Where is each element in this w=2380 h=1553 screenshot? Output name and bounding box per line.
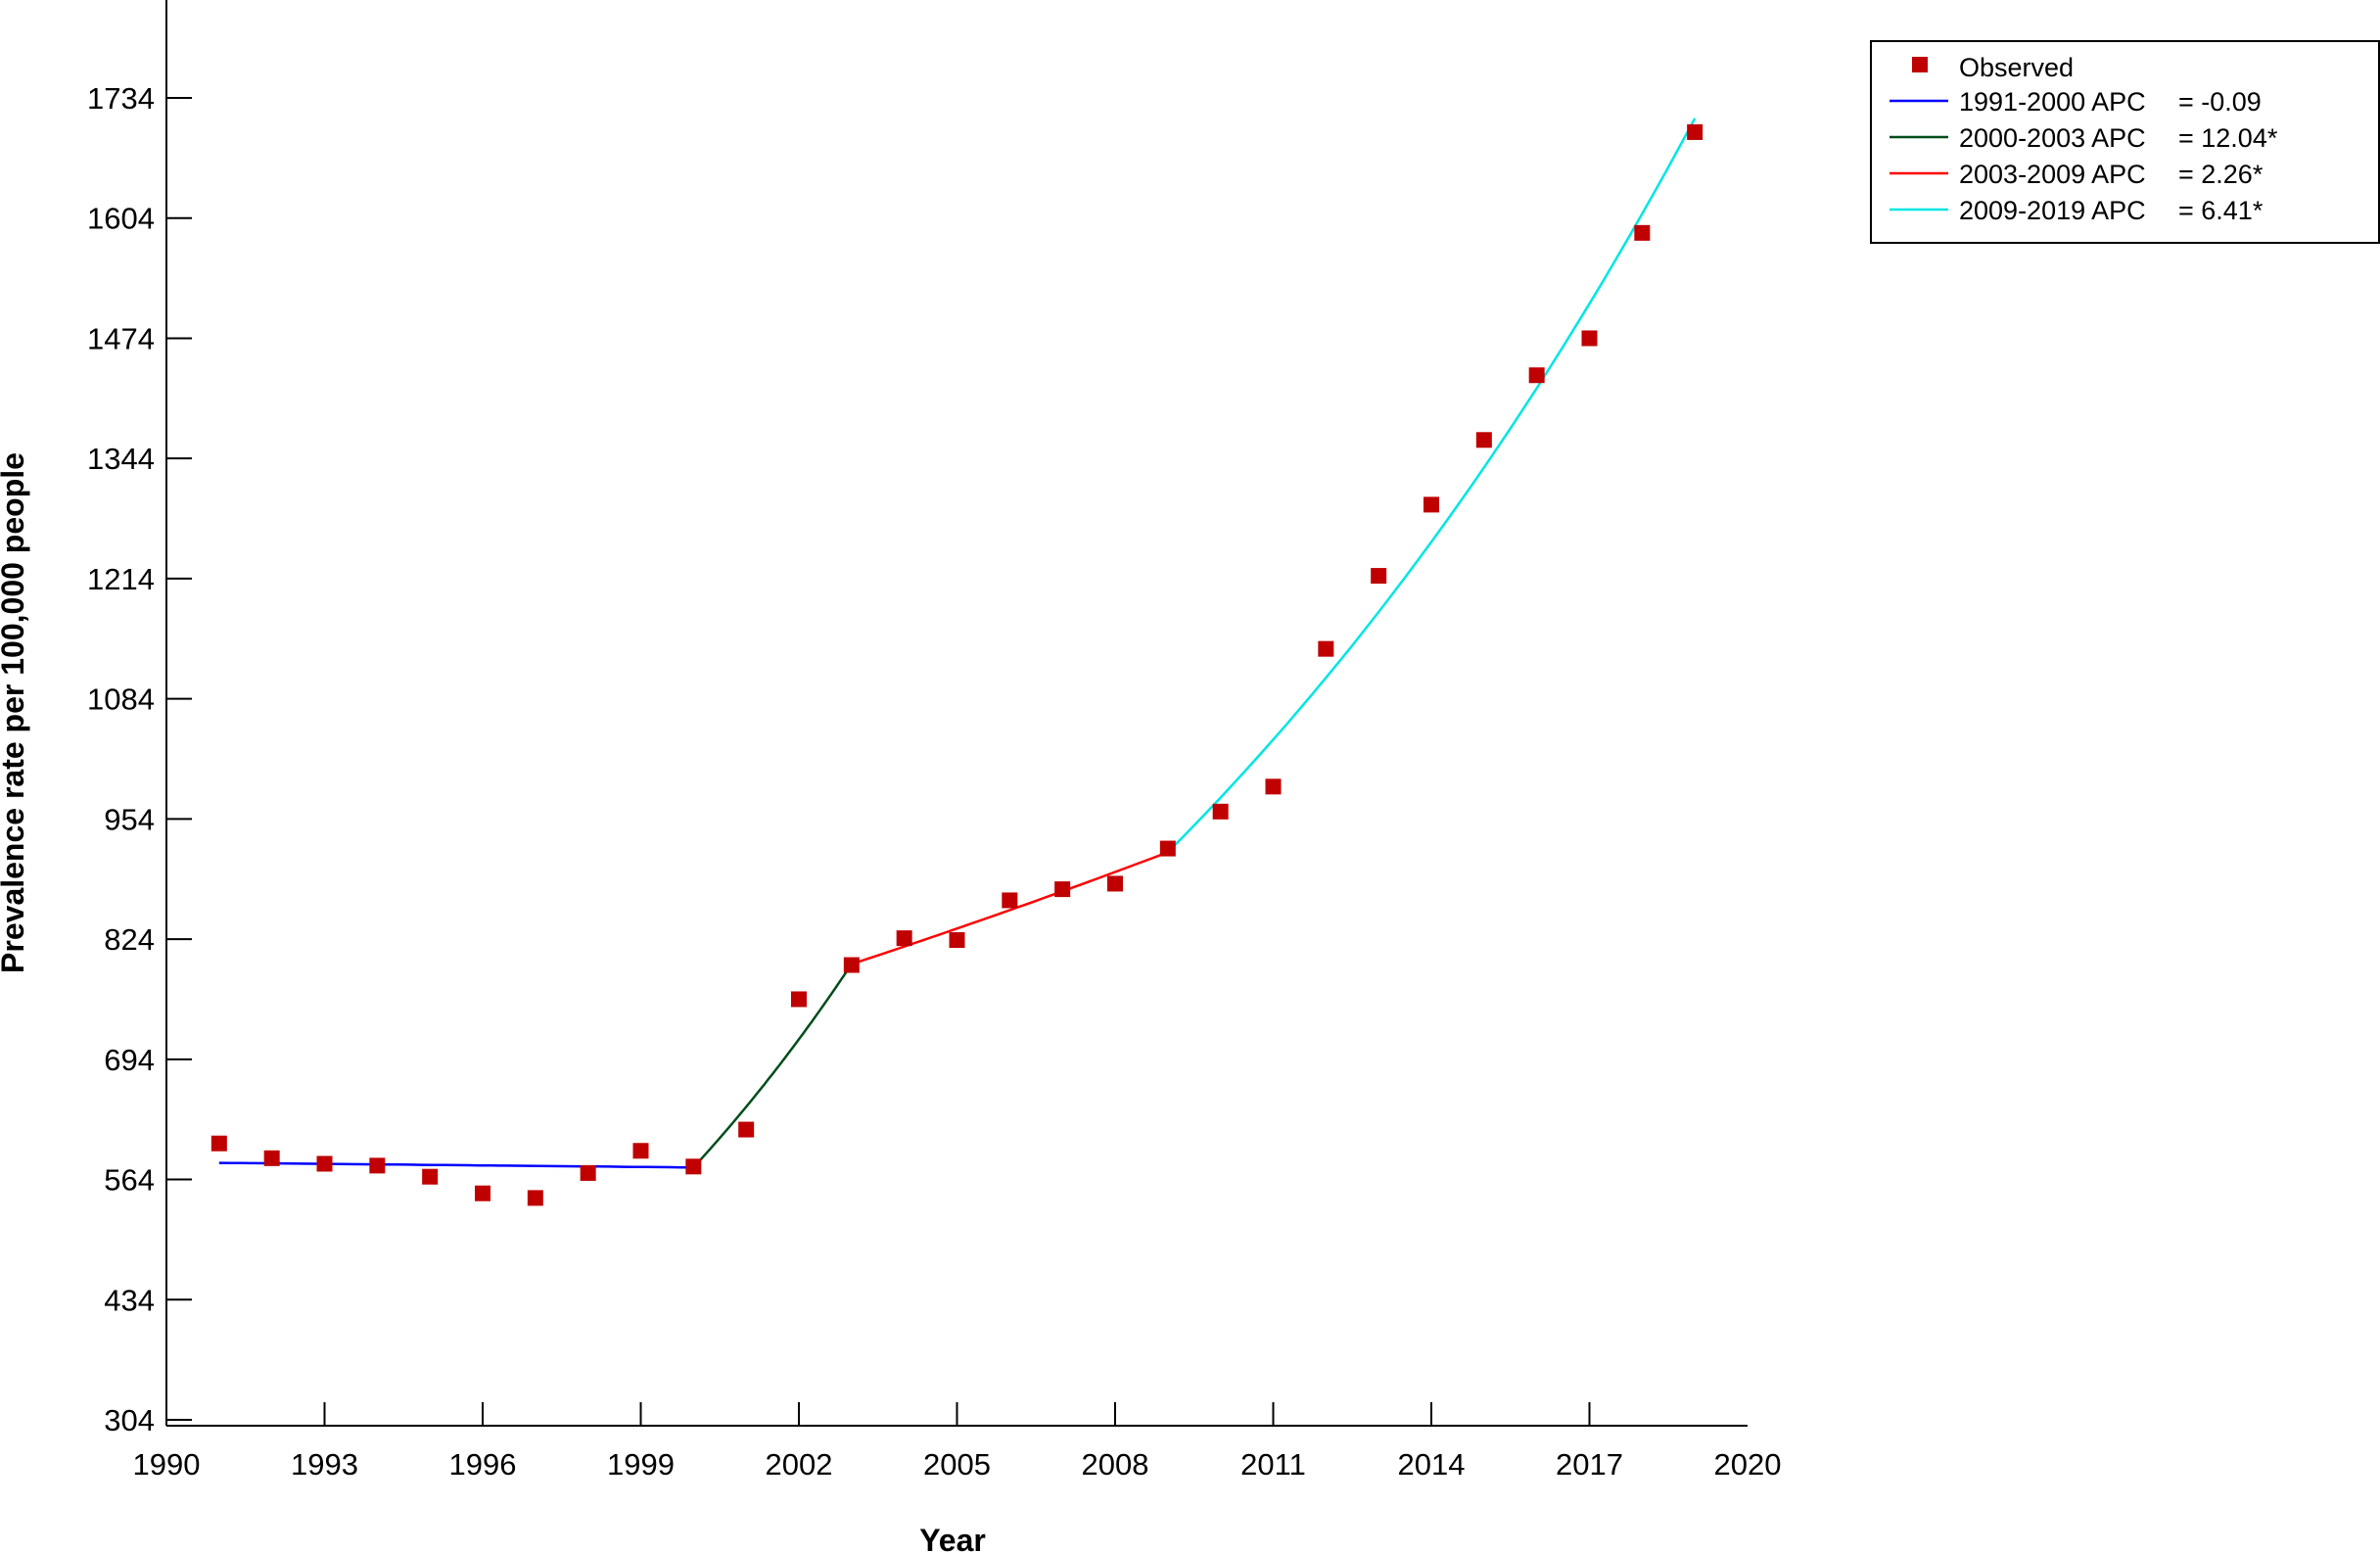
series-lines (218, 118, 1697, 1169)
y-tick-label: 1474 (87, 321, 155, 355)
observed-point (949, 932, 965, 949)
observed-point (369, 1157, 386, 1174)
axes (165, 0, 1748, 1427)
observed-point (791, 991, 807, 1008)
series-line (851, 851, 1169, 965)
y-tick-label: 1734 (87, 81, 155, 116)
series-line (1166, 118, 1697, 854)
legend-apc-value: = 2.26* (2178, 160, 2263, 189)
observed-point (1212, 803, 1229, 820)
y-ticks: 304 434 564 694 824 954 1084 1214 1344 1474 1604 17… (87, 81, 192, 1437)
observed-point (422, 1168, 439, 1185)
legend-label-observed: Observed (1959, 53, 2074, 82)
observed-point (210, 1135, 227, 1152)
legend-label: 2009-2019 APC (1959, 196, 2146, 225)
y-tick-label: 564 (104, 1163, 155, 1198)
series-line (218, 1161, 694, 1169)
observed-point (1054, 881, 1071, 898)
observed-point (316, 1155, 333, 1172)
observed-points (210, 123, 1703, 1206)
x-tick-label: 2008 (1082, 1447, 1149, 1482)
observed-point (843, 957, 860, 973)
legend-label: 2000-2003 APC (1959, 123, 2146, 153)
legend: Observed 1991-2000 APC = -0.09 2000-2003 AP… (1870, 40, 2380, 244)
series-line (692, 963, 853, 1169)
observed-point (1002, 892, 1018, 909)
observed-point (632, 1143, 649, 1159)
observed-point (1475, 432, 1492, 448)
y-tick-label: 434 (104, 1283, 155, 1317)
observed-point (1371, 568, 1387, 585)
x-tick-label: 1993 (291, 1447, 358, 1482)
observed-point (1423, 496, 1439, 513)
x-tick-label: 1999 (607, 1447, 675, 1482)
y-tick-label: 1214 (87, 562, 155, 596)
y-tick-label: 824 (104, 922, 155, 957)
legend-label: 2003-2009 APC (1959, 160, 2146, 189)
x-tick-label: 2020 (1714, 1447, 1782, 1482)
y-tick-label: 954 (104, 802, 155, 836)
observed-point (1159, 840, 1176, 857)
legend-marker-observed (1912, 57, 1928, 72)
observed-point (685, 1158, 702, 1175)
x-tick-label: 2017 (1556, 1447, 1623, 1482)
legend-apc-value: = -0.09 (2178, 87, 2262, 117)
x-tick-label: 1996 (449, 1447, 517, 1482)
observed-point (1107, 875, 1123, 892)
observed-point (1318, 640, 1334, 657)
y-tick-label: 1084 (87, 682, 155, 717)
legend-label: 1991-2000 APC (1959, 87, 2146, 117)
x-tick-label: 2014 (1398, 1447, 1466, 1482)
legend-box (1870, 40, 2380, 244)
observed-point (1634, 224, 1651, 241)
observed-point (527, 1190, 543, 1206)
observed-point (475, 1185, 490, 1201)
observed-point (1265, 778, 1282, 795)
x-axis-title: Year (919, 1523, 986, 1553)
observed-point (1528, 367, 1545, 384)
observed-point (580, 1164, 596, 1181)
observed-point (1687, 123, 1703, 140)
x-ticks: 1990 1993 1996 1999 2002 2005 2008 2011 2014 2017… (133, 1402, 1782, 1482)
legend-apc-value: = 6.41* (2178, 196, 2263, 225)
observed-point (263, 1150, 280, 1166)
legend-apc-value: = 12.04* (2178, 123, 2278, 153)
observed-point (1581, 330, 1598, 347)
y-tick-label: 1604 (87, 202, 155, 236)
observed-point (738, 1121, 755, 1138)
y-axis-title: Prevalence rate per 100,000 people (0, 452, 30, 973)
x-tick-label: 2011 (1240, 1447, 1306, 1482)
y-tick-label: 694 (104, 1043, 155, 1077)
x-tick-label: 2005 (923, 1447, 991, 1482)
x-tick-label: 2002 (766, 1447, 833, 1482)
y-tick-label: 304 (104, 1403, 155, 1437)
observed-point (896, 930, 912, 947)
y-tick-label: 1344 (87, 442, 155, 476)
x-tick-label: 1990 (133, 1447, 201, 1482)
